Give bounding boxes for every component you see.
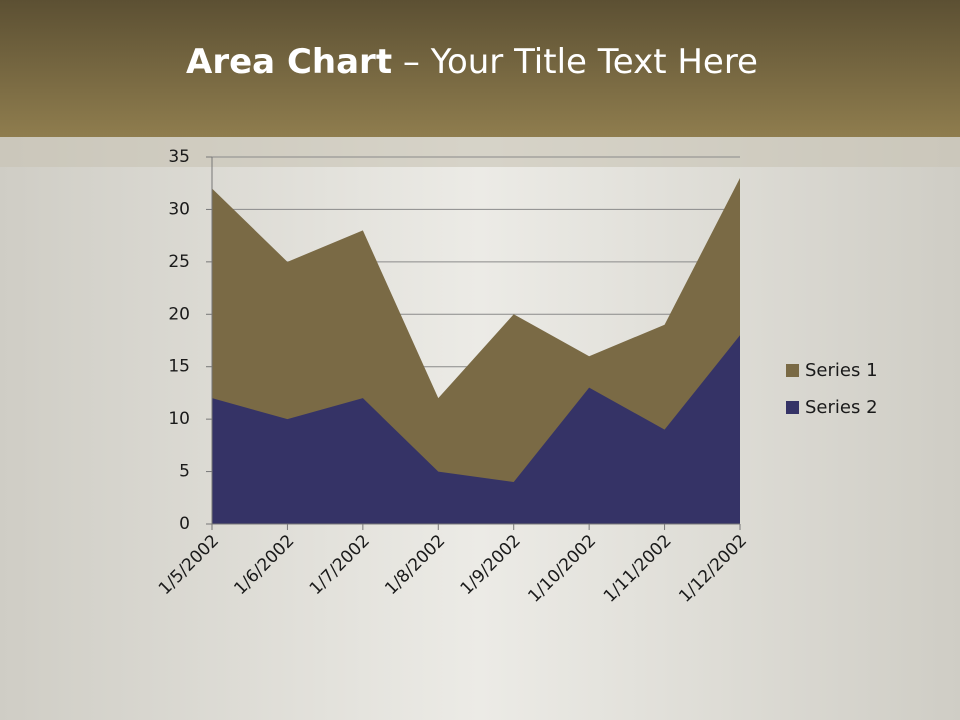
- title-bold: Area Chart: [186, 42, 392, 82]
- header-shadow: [0, 137, 960, 167]
- legend-swatch: [786, 364, 799, 377]
- legend-swatch: [786, 401, 799, 414]
- y-tick-label: 30: [168, 199, 190, 219]
- y-tick-label: 15: [168, 357, 190, 377]
- area: [212, 335, 740, 524]
- legend: Series 1 Series 2: [786, 360, 878, 418]
- legend-label: Series 1: [805, 360, 878, 381]
- legend-label: Series 2: [805, 397, 878, 418]
- y-tick-label: 25: [168, 252, 190, 272]
- areas: [212, 177, 740, 524]
- title-rest: – Your Title Text Here: [403, 42, 758, 82]
- y-tick-label: 20: [168, 304, 190, 324]
- chart-title: Area Chart – Your Title Text Here: [186, 42, 758, 82]
- y-tick-label: 10: [168, 409, 190, 429]
- y-tick-label: 5: [179, 462, 190, 482]
- y-tick-label: 35: [168, 147, 190, 167]
- y-tick-label: 0: [179, 514, 190, 534]
- header-band: [0, 0, 960, 137]
